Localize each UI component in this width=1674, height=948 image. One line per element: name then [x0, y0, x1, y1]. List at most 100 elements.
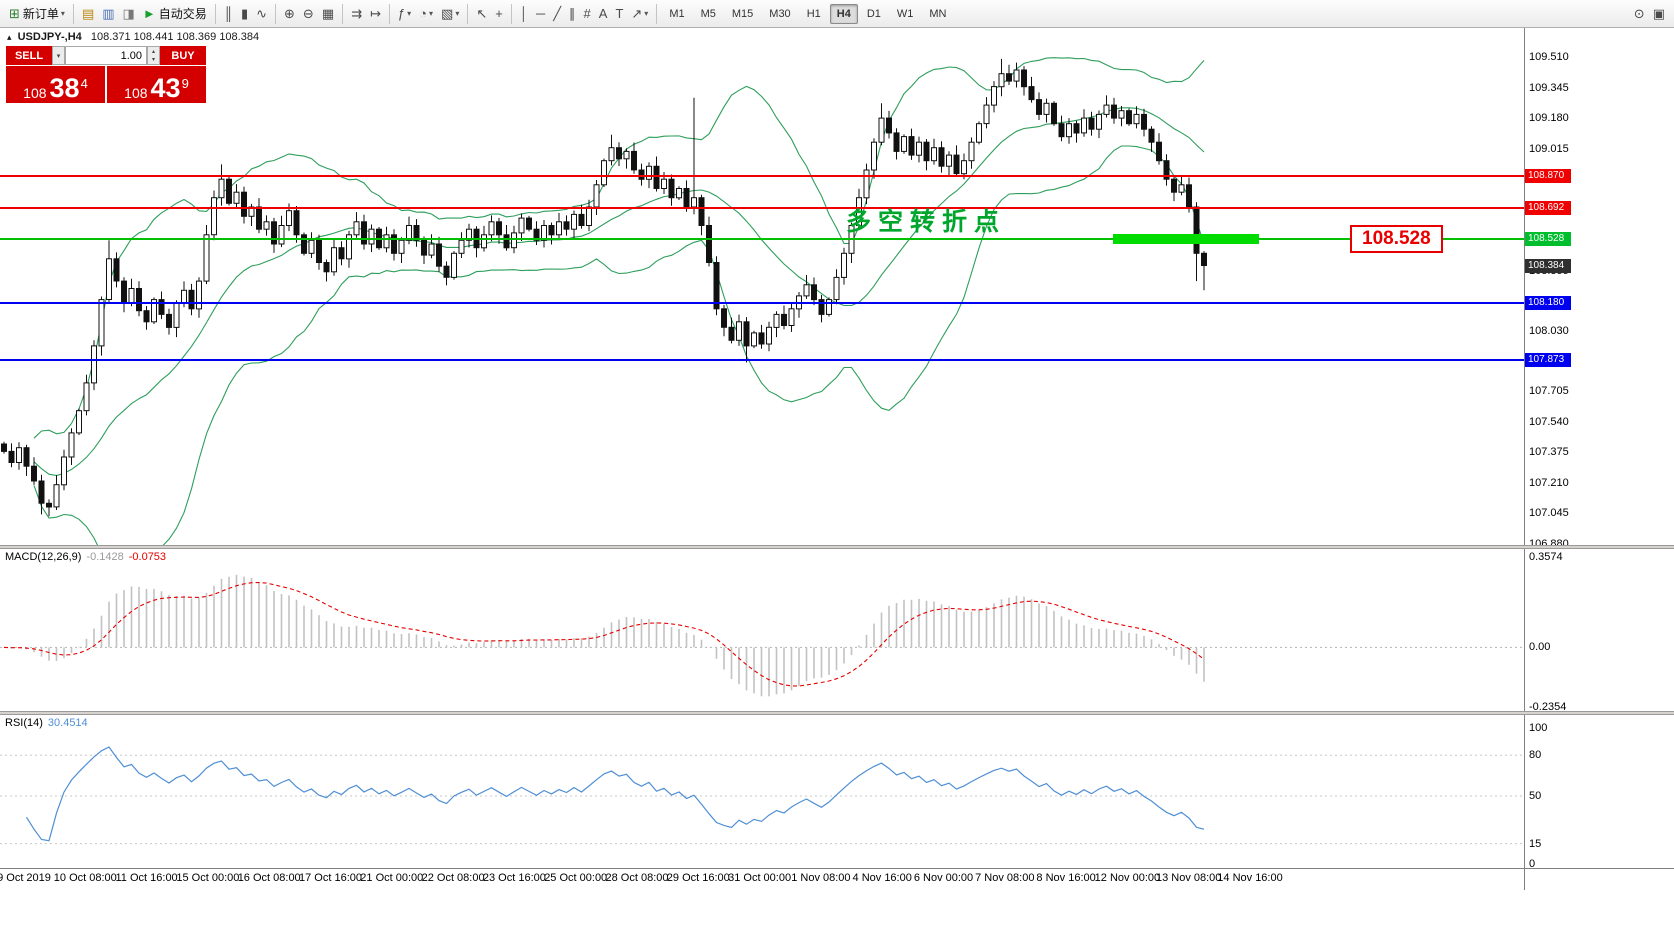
text-label-icon[interactable]: T [612, 3, 626, 25]
fibonacci-icon: # [583, 6, 591, 21]
caret-down-icon: ▾ [407, 8, 412, 18]
line-chart-icon: ∿ [256, 6, 267, 21]
caret-down-icon: ▾ [429, 8, 434, 18]
timeframe-h4[interactable]: H4 [829, 3, 858, 24]
search-icon[interactable]: ⊙ [1631, 3, 1648, 25]
x-axis-label: 29 Oct 16:00 [666, 872, 730, 884]
x-axis-label: 17 Oct 16:00 [299, 872, 362, 884]
price-tag-108.180: 108.180 [1525, 296, 1571, 310]
candlestick-chart-icon[interactable]: ▮ [238, 3, 251, 25]
auto-scroll-icon[interactable]: ⇉ [348, 3, 365, 25]
timeframe-m1[interactable]: M1 [669, 7, 685, 20]
macd-axis-label: 0.00 [1529, 641, 1551, 654]
autotrading-button[interactable]: ► 自动交易 [140, 3, 210, 25]
vertical-line-icon[interactable]: │ [517, 3, 531, 25]
timeframe-m30[interactable]: M30 [769, 7, 791, 20]
panel-separator[interactable] [0, 711, 1674, 715]
panel-separator[interactable] [0, 545, 1674, 549]
horizontal-line-108.180[interactable] [0, 302, 1524, 304]
bar-chart-icon: ║ [223, 6, 233, 21]
timeframe-d1[interactable]: D1 [866, 7, 881, 20]
timeframe-h1[interactable]: H1 [806, 7, 821, 20]
volume-stepper[interactable]: ▴ ▾ [147, 46, 160, 65]
chart-windows-icon: ▣ [1652, 6, 1665, 21]
rsi-value: 30.4514 [47, 717, 88, 729]
price-tag-108.870: 108.870 [1525, 169, 1571, 183]
line-chart-icon[interactable]: ∿ [253, 3, 270, 25]
toolbar-group: ⊞ 新订单 ▾ [5, 3, 69, 25]
zoom-out-icon[interactable]: ⊖ [300, 3, 317, 25]
indicators-icon[interactable]: ƒ ▾ [395, 3, 414, 25]
fibonacci-icon[interactable]: # [581, 3, 594, 25]
ohlc-values: 108.371 108.441 108.369 108.384 [90, 31, 260, 43]
rsi-name: RSI(14) [5, 717, 43, 729]
price-axis [1524, 28, 1674, 890]
buy-button[interactable]: BUY [160, 46, 206, 65]
chart-shift-icon[interactable]: ↦ [367, 3, 384, 25]
sell-price-display[interactable]: 108 38 4 [6, 66, 105, 103]
text-icon[interactable]: A [596, 3, 611, 25]
time-axis-separator [0, 868, 1674, 869]
equidistant-channel-icon[interactable]: ∥ [566, 3, 579, 25]
trade-options-caret-icon[interactable]: ▾ [52, 46, 65, 65]
periods-icon[interactable]: ◔ ▾ [416, 3, 436, 25]
timeframe-buttons: M1 M5 M15 M30 H1 H4 D1 W1 MN [661, 3, 954, 24]
price-level-box[interactable]: 108.528 [1350, 224, 1443, 253]
x-axis-label: 15 Oct 00:00 [176, 872, 240, 884]
x-axis-label: 31 Oct 00:00 [728, 872, 792, 884]
zoom-in-icon: ⊕ [284, 6, 295, 21]
timeframe-mn[interactable]: MN [929, 7, 947, 20]
tile-windows-icon[interactable]: ▦ [319, 3, 337, 25]
toolbar: ⊞ 新订单 ▾ ▤ ▥ ◨ ► 自动交易 ║ ▮ ∿ ⊕ ⊖ ▦ ⇉ ↦ ƒ ▾ ◔ ▾ ▧ ▾ ↖ + │ ─ ╱ ∥ # A T ↗ ▾ M1… [0, 0, 1674, 28]
arrow-objects-icon[interactable]: ↗ ▾ [628, 3, 651, 25]
new-order-button[interactable]: ⊞ 新订单 ▾ [6, 3, 68, 25]
templates-icon[interactable]: ▧ ▾ [438, 3, 462, 25]
x-axis-label: 14 Nov 16:00 [1217, 872, 1283, 884]
horizontal-line-108.870[interactable] [0, 175, 1524, 177]
x-axis-label: 1 Nov 08:00 [791, 872, 851, 884]
autotrading-button-icon: ► [142, 6, 156, 21]
search-icon: ⊙ [1633, 6, 1645, 21]
horizontal-line-108.528[interactable] [0, 238, 1524, 240]
zoom-in-icon[interactable]: ⊕ [281, 3, 298, 25]
market-watch-icon: ▤ [81, 6, 95, 21]
volume-input[interactable]: 1.00 [65, 46, 147, 65]
macd-axis-label: -0.2354 [1529, 701, 1567, 713]
macd-panel[interactable] [0, 549, 1524, 711]
caret-down-icon: ▾ [455, 8, 460, 18]
stepper-down-icon[interactable]: ▾ [151, 57, 155, 64]
cursor-icon[interactable]: ↖ [473, 3, 490, 25]
stepper-up-icon[interactable]: ▴ [151, 48, 155, 55]
timeframe-m15[interactable]: M15 [731, 7, 754, 20]
horizontal-line-107.873[interactable] [0, 359, 1524, 361]
horizontal-line-108.692[interactable] [0, 207, 1524, 209]
rsi-panel[interactable] [0, 715, 1524, 868]
support-highlight-bar[interactable] [1113, 233, 1259, 244]
timeframe-w1[interactable]: W1 [896, 7, 914, 20]
main-chart[interactable] [0, 28, 1524, 573]
cursor-icon: ↖ [476, 6, 488, 21]
buy-price-display[interactable]: 108 43 9 [107, 66, 206, 103]
horizontal-line-icon[interactable]: ─ [533, 3, 548, 25]
navigator-icon[interactable]: ▥ [99, 3, 117, 25]
trendline-icon: ╱ [553, 6, 562, 21]
terminal-icon[interactable]: ◨ [120, 3, 138, 25]
x-axis-label: 16 Oct 08:00 [237, 872, 301, 884]
crosshair-icon[interactable]: + [492, 3, 506, 25]
macd-name: MACD(12,26,9) [5, 551, 82, 563]
x-axis-label: 13 Nov 08:00 [1155, 872, 1222, 884]
timeframe-m5[interactable]: M5 [700, 7, 716, 20]
one-click-trading-panel: SELL ▾ 1.00 ▴ ▾ BUY 108 38 4 108 43 9 [6, 46, 206, 103]
x-axis-label: 10 Oct 08:00 [53, 872, 117, 884]
chart-windows-icon[interactable]: ▣ [1650, 3, 1668, 25]
market-watch-icon[interactable]: ▤ [79, 3, 97, 25]
y-axis-label: 107.210 [1529, 476, 1569, 489]
buy-price-sup: 9 [181, 76, 189, 91]
rsi-axis-label: 50 [1529, 790, 1542, 802]
trendline-icon[interactable]: ╱ [550, 3, 564, 25]
x-axis-label: 25 Oct 00:00 [544, 872, 608, 884]
bar-chart-icon[interactable]: ║ [221, 3, 236, 25]
sell-button[interactable]: SELL [6, 46, 52, 65]
price-tag-108.528: 108.528 [1525, 232, 1571, 246]
text-icon: A [598, 6, 608, 21]
